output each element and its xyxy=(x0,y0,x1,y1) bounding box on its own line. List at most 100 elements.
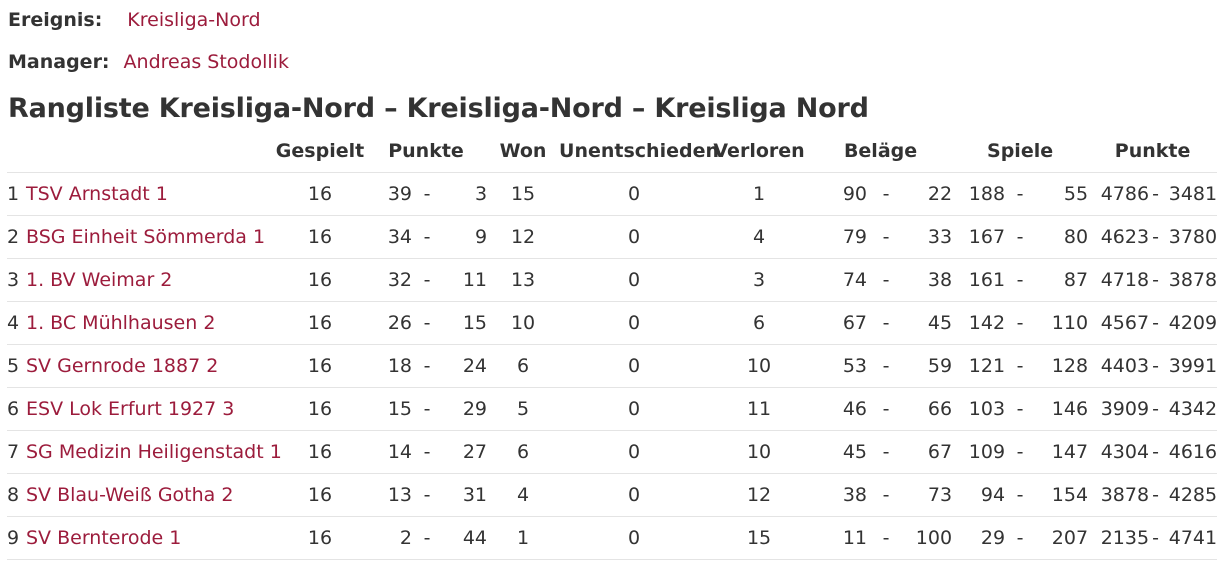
team-cell: BSG Einheit Sömmerda 1 xyxy=(26,215,275,259)
table-row: 2 BSG Einheit Sömmerda 1 16 34-9 12 0 4 79-33 16… xyxy=(7,215,1218,259)
table-row: 8 SV Blau-Weiß Gotha 2 16 13-31 4 0 12 38-73 94-… xyxy=(7,473,1218,517)
team-link[interactable]: SV Bernterode 1 xyxy=(26,527,182,549)
spiele-against-cell: 55 xyxy=(1035,172,1089,216)
won-cell: 1 xyxy=(487,516,560,560)
points-separator: - xyxy=(412,258,442,302)
punkte-for-cell: 4403 xyxy=(1088,344,1150,388)
punkte-separator: - xyxy=(1149,430,1163,474)
points-against-cell: 3 xyxy=(442,172,488,216)
won-cell: 13 xyxy=(487,258,560,302)
lost-cell: 10 xyxy=(709,430,810,474)
team-link[interactable]: BSG Einheit Sömmerda 1 xyxy=(26,226,266,248)
rank-cell: 5 xyxy=(7,344,26,388)
punkte-separator: - xyxy=(1149,344,1163,388)
standings-table: Gespielt Punkte Won Unentschieden Verlor… xyxy=(7,130,1218,560)
team-link[interactable]: ESV Lok Erfurt 1927 3 xyxy=(26,398,235,420)
manager-link[interactable]: Andreas Stodollik xyxy=(123,51,289,73)
manager-label: Manager: xyxy=(8,51,110,73)
belaege-against-cell: 73 xyxy=(905,473,953,517)
points-for-cell: 15 xyxy=(365,387,412,431)
table-row: 7 SG Medizin Heiligenstadt 1 16 14-27 6 0 10 45… xyxy=(7,430,1218,474)
points-against-cell: 15 xyxy=(442,301,488,345)
spiele-against-cell: 128 xyxy=(1035,344,1089,388)
draw-cell: 0 xyxy=(559,215,710,259)
punkte-for-cell: 3878 xyxy=(1088,473,1150,517)
spiele-separator: - xyxy=(1005,387,1036,431)
punkte-for-cell: 2135 xyxy=(1088,516,1150,560)
won-cell: 12 xyxy=(487,215,560,259)
won-cell: 10 xyxy=(487,301,560,345)
belaege-against-cell: 33 xyxy=(905,215,953,259)
header-won: Won xyxy=(499,140,547,162)
punkte-against-cell: 4209 xyxy=(1162,301,1218,345)
points-against-cell: 9 xyxy=(442,215,488,259)
team-cell: SG Medizin Heiligenstadt 1 xyxy=(26,430,282,474)
belaege-against-cell: 66 xyxy=(905,387,953,431)
belaege-separator: - xyxy=(867,430,906,474)
team-link[interactable]: SV Blau-Weiß Gotha 2 xyxy=(26,484,234,506)
spiele-for-cell: 167 xyxy=(952,215,1006,259)
played-cell: 16 xyxy=(275,516,365,560)
table-row: 6 ESV Lok Erfurt 1927 3 16 15-29 5 0 11 46-66 10… xyxy=(7,387,1218,431)
team-cell: 1. BC Mühlhausen 2 xyxy=(26,301,275,345)
belaege-for-cell: 11 xyxy=(809,516,868,560)
draw-cell: 0 xyxy=(559,301,710,345)
punkte-separator: - xyxy=(1149,301,1163,345)
table-row: 3 1. BV Weimar 2 16 32-11 13 0 3 74-38 161-87 471… xyxy=(7,258,1218,302)
rank-cell: 3 xyxy=(7,258,26,302)
spiele-separator: - xyxy=(1005,301,1036,345)
points-separator: - xyxy=(412,215,442,259)
won-cell: 6 xyxy=(487,344,560,388)
header-punkte-total: Punkte xyxy=(1114,140,1191,162)
header-punkte: Punkte xyxy=(388,140,464,162)
team-link[interactable]: 1. BV Weimar 2 xyxy=(26,269,173,291)
belaege-for-cell: 46 xyxy=(809,387,868,431)
played-cell: 16 xyxy=(275,172,365,216)
team-link[interactable]: TSV Arnstadt 1 xyxy=(26,183,168,205)
played-cell: 16 xyxy=(275,301,365,345)
belaege-against-cell: 59 xyxy=(905,344,953,388)
points-separator: - xyxy=(412,172,442,216)
event-link[interactable]: Kreisliga-Nord xyxy=(127,9,261,31)
header-spiele: Spiele xyxy=(987,140,1054,162)
belaege-against-cell: 45 xyxy=(905,301,953,345)
spiele-for-cell: 103 xyxy=(952,387,1006,431)
team-cell: SV Bernterode 1 xyxy=(26,516,275,560)
team-cell: SV Blau-Weiß Gotha 2 xyxy=(26,473,275,517)
rank-cell: 6 xyxy=(7,387,26,431)
team-link[interactable]: SG Medizin Heiligenstadt 1 xyxy=(26,441,282,463)
spiele-against-cell: 110 xyxy=(1035,301,1089,345)
spiele-for-cell: 121 xyxy=(952,344,1006,388)
punkte-against-cell: 4342 xyxy=(1162,387,1218,431)
event-label: Ereignis: xyxy=(8,9,103,31)
punkte-against-cell: 3780 xyxy=(1162,215,1218,259)
points-separator: - xyxy=(412,430,442,474)
belaege-separator: - xyxy=(867,344,906,388)
punkte-for-cell: 4304 xyxy=(1088,430,1150,474)
draw-cell: 0 xyxy=(559,387,710,431)
team-link[interactable]: 1. BC Mühlhausen 2 xyxy=(26,312,216,334)
draw-cell: 0 xyxy=(559,473,710,517)
table-row: 1 TSV Arnstadt 1 16 39-3 15 0 1 90-22 188-55 4786… xyxy=(7,172,1218,216)
table-row: 5 SV Gernrode 1887 2 16 18-24 6 0 10 53-59 121-1… xyxy=(7,344,1218,388)
points-separator: - xyxy=(412,301,442,345)
spiele-separator: - xyxy=(1005,258,1036,302)
points-separator: - xyxy=(412,344,442,388)
event-row: Ereignis: Kreisliga-Nord xyxy=(8,9,261,31)
header-rank xyxy=(7,130,26,173)
spiele-for-cell: 161 xyxy=(952,258,1006,302)
spiele-for-cell: 109 xyxy=(952,430,1006,474)
rank-cell: 7 xyxy=(7,430,26,474)
punkte-for-cell: 4623 xyxy=(1088,215,1150,259)
punkte-separator: - xyxy=(1149,258,1163,302)
lost-cell: 15 xyxy=(709,516,810,560)
header-gespielt: Gespielt xyxy=(275,140,365,162)
header-team xyxy=(26,130,275,173)
belaege-against-cell: 22 xyxy=(905,172,953,216)
belaege-separator: - xyxy=(867,516,906,560)
team-link[interactable]: SV Gernrode 1887 2 xyxy=(26,355,219,377)
draw-cell: 0 xyxy=(559,172,710,216)
team-cell: SV Gernrode 1887 2 xyxy=(26,344,275,388)
spiele-separator: - xyxy=(1005,344,1036,388)
punkte-for-cell: 4786 xyxy=(1088,172,1150,216)
